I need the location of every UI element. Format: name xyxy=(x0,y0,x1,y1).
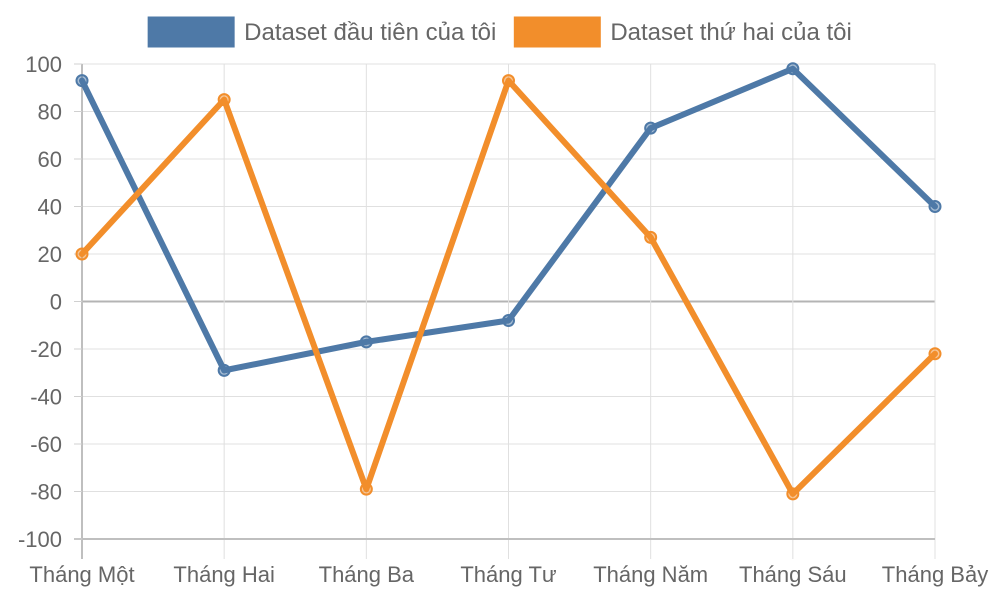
legend-swatch xyxy=(513,16,601,48)
x-tick-label: Tháng Ba xyxy=(319,562,415,587)
legend: Dataset đầu tiên của tôi Dataset thứ hai … xyxy=(147,16,852,48)
data-point[interactable] xyxy=(786,62,800,76)
data-point[interactable] xyxy=(644,121,658,135)
data-point[interactable] xyxy=(928,347,942,361)
data-point[interactable] xyxy=(359,482,373,496)
legend-label: Dataset đầu tiên của tôi xyxy=(244,19,496,46)
axes xyxy=(74,64,935,559)
x-tick-label: Tháng Năm xyxy=(593,562,708,587)
y-tick-label: 20 xyxy=(38,242,62,267)
series-1 xyxy=(75,62,942,377)
data-point[interactable] xyxy=(502,314,515,327)
x-tick-label: Tháng Sáu xyxy=(739,562,847,587)
x-tick-label: Tháng Tư xyxy=(460,562,557,587)
x-tick-label: Tháng Hai xyxy=(173,562,275,587)
y-axis-ticks: 100 80 60 40 20 0 -20 -40 -60 -80 -100 xyxy=(18,52,82,552)
y-tick-label: -80 xyxy=(30,480,62,505)
legend-swatch xyxy=(147,16,235,48)
y-tick-label: -40 xyxy=(30,385,62,410)
y-tick-label: 80 xyxy=(38,100,62,125)
series-2 xyxy=(75,74,942,501)
y-tick-label: 60 xyxy=(38,147,62,172)
data-series xyxy=(75,62,942,501)
data-point[interactable] xyxy=(786,487,800,501)
y-tick-label: 100 xyxy=(25,52,62,77)
data-point[interactable] xyxy=(502,74,515,88)
x-tick-label: Tháng Một xyxy=(29,562,134,587)
legend-item-1[interactable]: Dataset đầu tiên của tôi xyxy=(147,16,496,48)
data-point[interactable] xyxy=(644,230,658,244)
data-point[interactable] xyxy=(75,74,89,88)
data-point[interactable] xyxy=(928,200,942,213)
y-tick-label: -100 xyxy=(18,527,62,552)
legend-label: Dataset thứ hai của tôi xyxy=(610,19,852,46)
x-tick-label: Tháng Bảy xyxy=(882,562,988,587)
y-tick-label: 40 xyxy=(38,195,62,220)
data-point[interactable] xyxy=(217,93,231,107)
x-axis-ticks: Tháng Một Tháng Hai Tháng Ba Tháng Tư Tháng … xyxy=(29,562,988,587)
data-point[interactable] xyxy=(359,335,373,349)
data-point[interactable] xyxy=(75,247,89,261)
y-tick-label: -20 xyxy=(30,337,62,362)
grid-lines xyxy=(81,63,936,559)
data-point[interactable] xyxy=(217,363,231,377)
legend-item-2[interactable]: Dataset thứ hai của tôi xyxy=(513,16,852,48)
y-tick-label: -60 xyxy=(30,432,62,457)
y-tick-label: 0 xyxy=(50,290,62,315)
